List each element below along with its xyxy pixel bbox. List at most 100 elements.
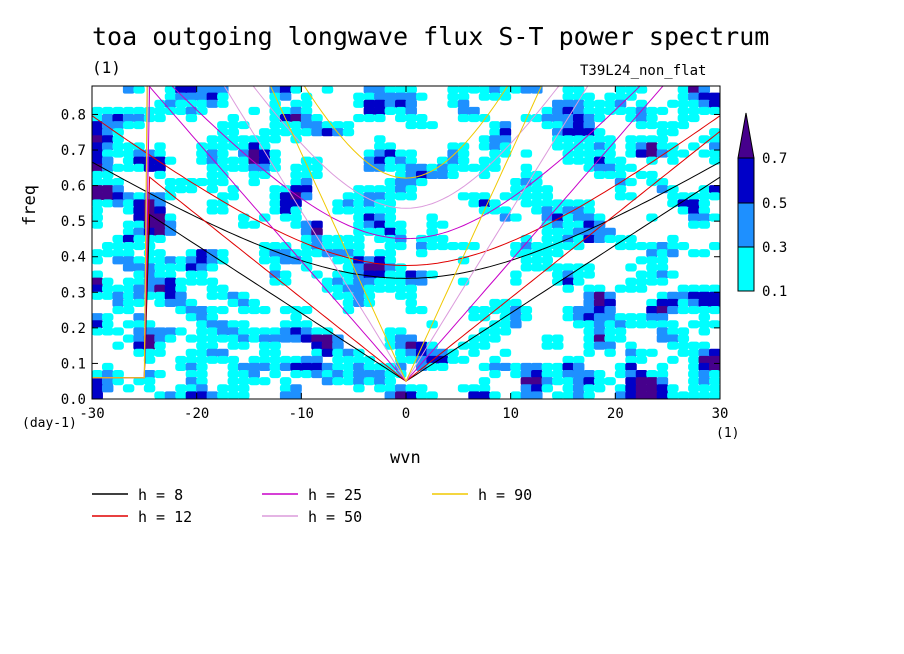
contour-cell bbox=[248, 298, 260, 308]
contour-cell bbox=[143, 355, 156, 364]
contour-cell bbox=[552, 249, 564, 258]
y-tick-label: 0.6 bbox=[61, 179, 86, 195]
contour-cell bbox=[154, 284, 166, 293]
contour-cell bbox=[572, 86, 585, 94]
contour-cell bbox=[541, 206, 554, 215]
contour-cell bbox=[290, 320, 302, 329]
contour-cell bbox=[489, 149, 501, 158]
contour-cell bbox=[457, 156, 470, 165]
contour-cell bbox=[499, 306, 512, 315]
contour-cell bbox=[583, 106, 595, 115]
contour-cell bbox=[552, 213, 564, 222]
contour-cell bbox=[342, 242, 355, 251]
contour-cell bbox=[635, 284, 648, 293]
contour-cell bbox=[321, 284, 334, 293]
legend-label: h = 90 bbox=[478, 486, 532, 504]
contour-cell bbox=[583, 298, 595, 308]
contour-cell bbox=[101, 142, 114, 151]
contour-cell bbox=[635, 384, 648, 393]
contour-cell bbox=[436, 242, 449, 251]
contour-cell bbox=[269, 185, 281, 194]
contour-cell bbox=[143, 370, 156, 379]
contour-cell bbox=[133, 327, 145, 336]
contour-cell bbox=[300, 249, 313, 258]
contour-cell bbox=[154, 291, 166, 300]
contour-cell bbox=[227, 192, 240, 201]
contour-cell bbox=[112, 192, 124, 201]
contour-cell bbox=[457, 163, 470, 172]
contour-cell bbox=[656, 277, 669, 286]
contour-cell bbox=[688, 391, 700, 399]
contour-cell bbox=[604, 163, 616, 172]
contour-cell bbox=[332, 377, 344, 386]
contour-cell bbox=[196, 334, 208, 343]
contour-cell bbox=[112, 135, 124, 144]
contour-cell bbox=[258, 327, 271, 336]
contour-cell bbox=[395, 156, 407, 165]
contour-cell bbox=[583, 263, 595, 272]
contour-cell bbox=[614, 320, 627, 329]
contour-cell bbox=[384, 327, 397, 336]
contour-cell bbox=[353, 242, 365, 251]
contour-cell bbox=[552, 362, 564, 372]
contour-cell bbox=[175, 384, 187, 393]
contour-cell bbox=[342, 128, 355, 137]
contour-cell bbox=[92, 128, 103, 137]
contour-cell bbox=[709, 135, 720, 144]
contour-cell bbox=[227, 113, 240, 123]
contour-cell bbox=[92, 320, 103, 329]
contour-cell bbox=[531, 185, 543, 194]
contour-cell bbox=[258, 170, 271, 179]
contour-cell bbox=[154, 348, 166, 357]
contour-cell bbox=[667, 320, 679, 329]
contour-cell bbox=[562, 156, 574, 165]
contour-cell bbox=[656, 370, 669, 379]
contour-cell bbox=[227, 291, 240, 300]
contour-cell bbox=[279, 306, 292, 315]
contour-cell bbox=[572, 92, 585, 101]
contour-cell bbox=[572, 156, 585, 165]
contour-cell bbox=[395, 327, 407, 336]
contour-cell bbox=[238, 370, 250, 379]
contour-cell bbox=[677, 291, 690, 300]
contour-cell bbox=[311, 128, 323, 137]
contour-cell bbox=[206, 256, 219, 265]
contour-cell bbox=[583, 121, 595, 130]
contour-cell bbox=[489, 320, 501, 329]
contour-cell bbox=[217, 142, 229, 151]
contour-cell bbox=[238, 213, 250, 222]
contour-cell bbox=[122, 149, 135, 158]
contour-cell bbox=[583, 377, 595, 386]
contour-cell bbox=[572, 242, 585, 251]
contour-cell bbox=[112, 113, 124, 123]
contour-cell bbox=[217, 334, 229, 343]
contour-cell bbox=[499, 327, 512, 336]
contour-cell bbox=[353, 384, 365, 393]
contour-cell bbox=[646, 377, 658, 386]
contour-cell bbox=[363, 377, 376, 386]
contour-cell bbox=[667, 199, 679, 208]
contour-cell bbox=[635, 355, 648, 364]
contour-cell bbox=[112, 256, 124, 265]
contour-cell bbox=[374, 135, 386, 144]
contour-cell bbox=[196, 156, 208, 165]
contour-cell bbox=[698, 320, 711, 329]
contour-cell bbox=[112, 149, 124, 158]
contour-cell bbox=[426, 362, 438, 372]
contour-cell bbox=[164, 277, 177, 286]
contour-cell bbox=[656, 334, 669, 343]
contour-cell bbox=[646, 306, 658, 315]
contour-cell bbox=[646, 313, 658, 322]
contour-cell bbox=[290, 391, 302, 399]
contour-cell bbox=[374, 227, 386, 236]
contour-cell bbox=[688, 192, 700, 201]
contour-cell bbox=[101, 249, 114, 258]
contour-cell bbox=[677, 242, 690, 251]
contour-cell bbox=[625, 348, 637, 357]
contour-cell bbox=[583, 341, 595, 350]
contour-cell bbox=[269, 106, 281, 115]
contour-cell bbox=[300, 334, 313, 343]
contour-cell bbox=[112, 341, 124, 350]
contour-cell bbox=[206, 177, 219, 187]
contour-cell bbox=[122, 121, 135, 130]
